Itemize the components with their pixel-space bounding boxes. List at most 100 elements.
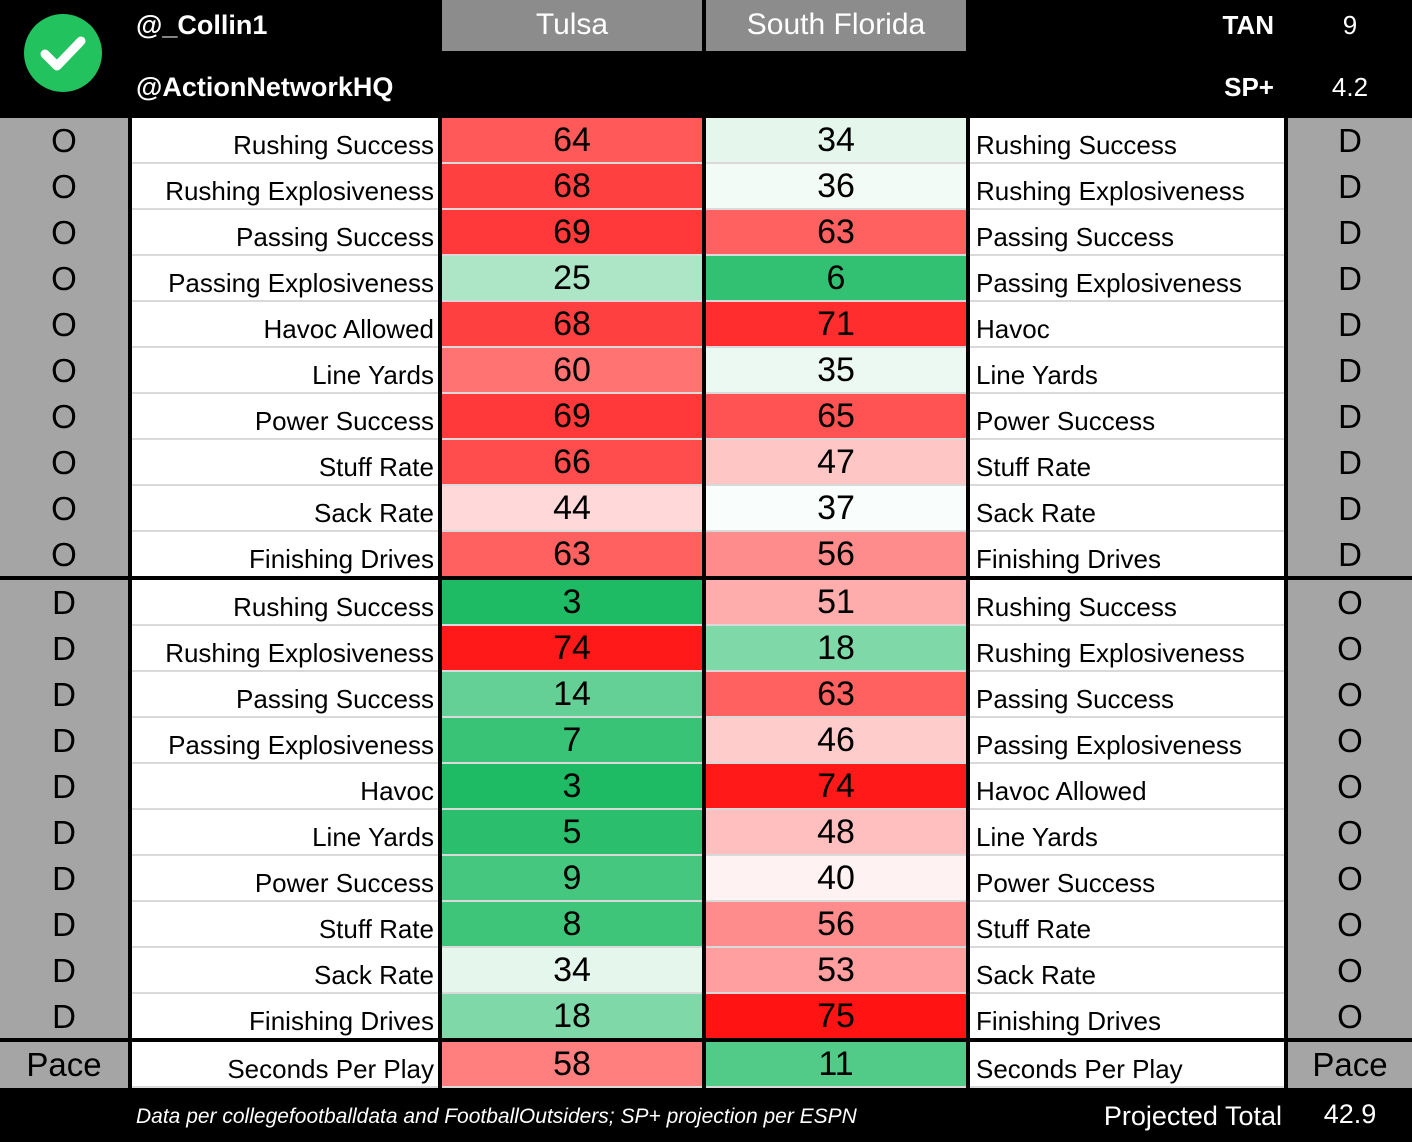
usf-value-cell: 53 <box>706 948 966 994</box>
tulsa-value-cell: 68 <box>442 302 702 348</box>
side-marker-left: O <box>0 348 128 394</box>
stat-label-left: Sack Rate <box>132 486 438 532</box>
tulsa-value-cell: 3 <box>442 580 702 626</box>
side-marker-right: O <box>1288 856 1412 902</box>
usf-value-cell: 47 <box>706 440 966 486</box>
stat-label-left: Line Yards <box>132 810 438 856</box>
side-marker-left: D <box>0 994 128 1040</box>
tulsa-value-cell: 25 <box>442 256 702 302</box>
tulsa-value-cell: 68 <box>442 164 702 210</box>
side-marker-right: O <box>1288 672 1412 718</box>
stat-label-left: Sack Rate <box>132 948 438 994</box>
usf-value-cell: 74 <box>706 764 966 810</box>
side-marker-right: D <box>1288 486 1412 532</box>
side-marker-left: D <box>0 672 128 718</box>
usf-value-cell: 56 <box>706 902 966 948</box>
stat-label-right: Havoc Allowed <box>970 764 1284 810</box>
usf-value-cell: 6 <box>706 256 966 302</box>
stat-label-right: Rushing Success <box>970 118 1284 164</box>
tulsa-value-cell: 44 <box>442 486 702 532</box>
side-marker-left: Pace <box>0 1042 128 1088</box>
stat-label-right: Sack Rate <box>970 486 1284 532</box>
tulsa-value-cell: 18 <box>442 994 702 1040</box>
side-marker-left: O <box>0 302 128 348</box>
checkmark-icon <box>24 14 102 92</box>
side-marker-left: D <box>0 580 128 626</box>
stat-label-left: Power Success <box>132 856 438 902</box>
tulsa-value-cell: 69 <box>442 394 702 440</box>
tulsa-value-cell: 60 <box>442 348 702 394</box>
side-marker-left: O <box>0 486 128 532</box>
side-marker-right: O <box>1288 902 1412 948</box>
side-marker-right: D <box>1288 302 1412 348</box>
team-header-right: South Florida <box>706 0 966 51</box>
usf-value-cell: 46 <box>706 718 966 764</box>
side-marker-left: D <box>0 810 128 856</box>
tan-label: TAN <box>1222 10 1274 40</box>
stat-label-right: Seconds Per Play <box>970 1042 1284 1088</box>
tulsa-value-cell: 63 <box>442 532 702 578</box>
usf-value-cell: 51 <box>706 580 966 626</box>
stat-label-right: Sack Rate <box>970 948 1284 994</box>
side-marker-right: O <box>1288 764 1412 810</box>
usf-value-cell: 48 <box>706 810 966 856</box>
tulsa-value-cell: 14 <box>442 672 702 718</box>
side-marker-left: O <box>0 440 128 486</box>
stat-label-left: Rushing Success <box>132 580 438 626</box>
stat-label-left: Rushing Explosiveness <box>132 164 438 210</box>
tan-value: 9 <box>1342 10 1358 40</box>
side-marker-right: D <box>1288 164 1412 210</box>
stat-label-left: Power Success <box>132 394 438 440</box>
tulsa-value-cell: 64 <box>442 118 702 164</box>
stat-label-left: Finishing Drives <box>132 994 438 1040</box>
stat-label-left: Havoc Allowed <box>132 302 438 348</box>
usf-value-cell: 71 <box>706 302 966 348</box>
stat-label-left: Line Yards <box>132 348 438 394</box>
side-marker-left: O <box>0 256 128 302</box>
stat-label-left: Rushing Explosiveness <box>132 626 438 672</box>
stat-label-left: Passing Success <box>132 672 438 718</box>
side-marker-right: D <box>1288 440 1412 486</box>
team-header-left: Tulsa <box>442 0 702 51</box>
stat-label-left: Passing Success <box>132 210 438 256</box>
source-note: Data per collegefootballdata and Footbal… <box>136 1105 857 1128</box>
stat-label-left: Passing Explosiveness <box>132 256 438 302</box>
side-marker-left: D <box>0 626 128 672</box>
stat-label-right: Rushing Explosiveness <box>970 164 1284 210</box>
author-handle: @_Collin1 <box>136 10 268 40</box>
usf-value-cell: 40 <box>706 856 966 902</box>
stat-label-right: Havoc <box>970 302 1284 348</box>
side-marker-left: D <box>0 948 128 994</box>
stat-label-right: Passing Success <box>970 210 1284 256</box>
stat-label-right: Passing Explosiveness <box>970 256 1284 302</box>
side-marker-right: D <box>1288 394 1412 440</box>
stat-label-right: Line Yards <box>970 810 1284 856</box>
side-marker-left: D <box>0 902 128 948</box>
stat-label-right: Rushing Explosiveness <box>970 626 1284 672</box>
usf-value-cell: 37 <box>706 486 966 532</box>
tulsa-value-cell: 74 <box>442 626 702 672</box>
stat-label-left: Seconds Per Play <box>132 1042 438 1088</box>
tulsa-value-cell: 69 <box>442 210 702 256</box>
usf-value-cell: 18 <box>706 626 966 672</box>
publisher-handle: @ActionNetworkHQ <box>136 72 394 102</box>
side-marker-right: O <box>1288 626 1412 672</box>
stat-label-right: Stuff Rate <box>970 902 1284 948</box>
usf-value-cell: 56 <box>706 532 966 578</box>
stat-label-left: Stuff Rate <box>132 440 438 486</box>
stat-label-right: Passing Success <box>970 672 1284 718</box>
tulsa-value-cell: 34 <box>442 948 702 994</box>
stat-label-left: Rushing Success <box>132 118 438 164</box>
stat-label-left: Passing Explosiveness <box>132 718 438 764</box>
side-marker-right: O <box>1288 718 1412 764</box>
side-marker-right: D <box>1288 210 1412 256</box>
side-marker-right: D <box>1288 118 1412 164</box>
stat-label-right: Finishing Drives <box>970 994 1284 1040</box>
side-marker-right: D <box>1288 532 1412 578</box>
usf-value-cell: 63 <box>706 672 966 718</box>
sp-value: 4.2 <box>1331 72 1369 102</box>
stat-label-left: Havoc <box>132 764 438 810</box>
projected-total-value: 42.9 <box>1323 1099 1377 1129</box>
side-marker-left: D <box>0 764 128 810</box>
